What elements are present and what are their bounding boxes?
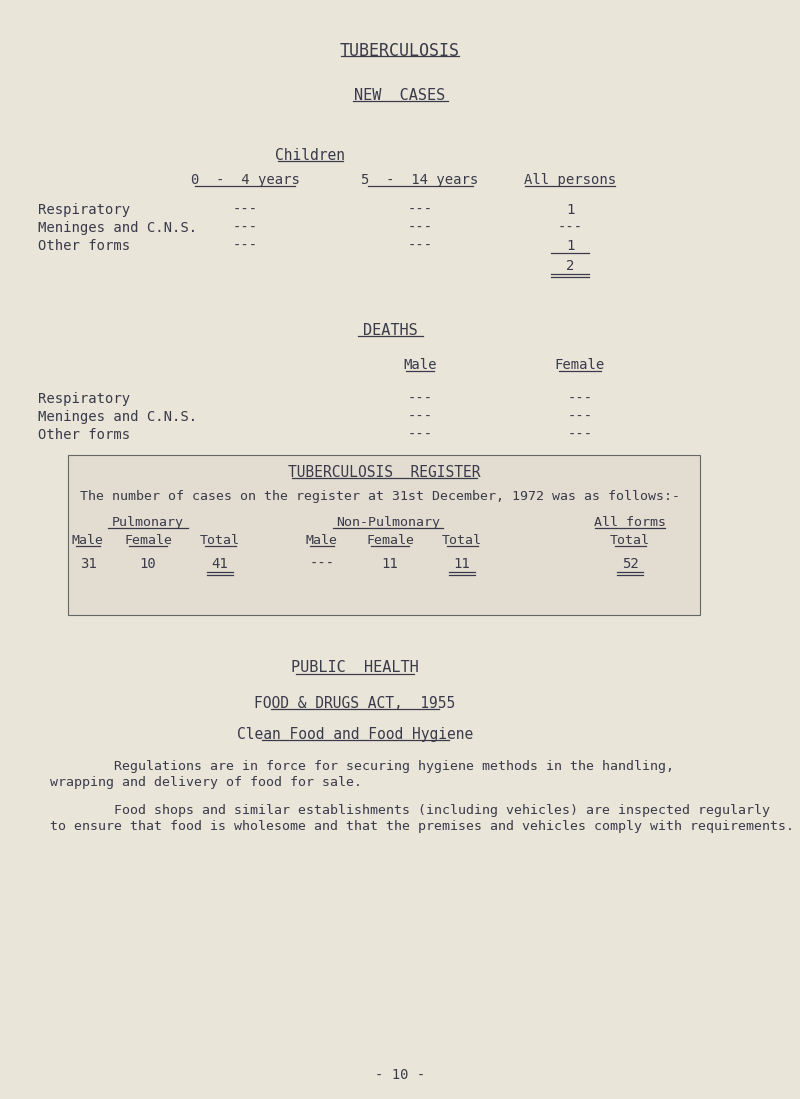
- Text: DEATHS: DEATHS: [362, 323, 418, 338]
- Text: 5  -  14 years: 5 - 14 years: [362, 173, 478, 187]
- Text: Respiratory: Respiratory: [38, 203, 130, 217]
- Text: NEW  CASES: NEW CASES: [354, 88, 446, 103]
- Text: Other forms: Other forms: [38, 238, 130, 253]
- Text: TUBERCULOSIS: TUBERCULOSIS: [340, 42, 460, 60]
- Text: Total: Total: [442, 534, 482, 547]
- Text: ---: ---: [567, 428, 593, 442]
- Text: ---: ---: [567, 392, 593, 406]
- Bar: [68, 455, 700, 615]
- Text: PUBLIC  HEALTH: PUBLIC HEALTH: [291, 660, 419, 675]
- Text: Total: Total: [200, 534, 240, 547]
- Text: All persons: All persons: [524, 173, 616, 187]
- Text: Regulations are in force for securing hygiene methods in the handling,: Regulations are in force for securing hy…: [50, 761, 674, 773]
- Text: Non-Pulmonary: Non-Pulmonary: [336, 517, 440, 529]
- Text: All forms: All forms: [594, 517, 666, 529]
- Text: ---: ---: [310, 557, 334, 571]
- Text: Other forms: Other forms: [38, 428, 130, 442]
- Text: wrapping and delivery of food for sale.: wrapping and delivery of food for sale.: [50, 776, 362, 789]
- Text: ---: ---: [407, 392, 433, 406]
- Text: Food shops and similar establishments (including vehicles) are inspected regular: Food shops and similar establishments (i…: [50, 804, 770, 817]
- Text: ---: ---: [407, 221, 433, 235]
- Text: TUBERCULOSIS  REGISTER: TUBERCULOSIS REGISTER: [288, 465, 480, 480]
- Text: Respiratory: Respiratory: [38, 392, 130, 406]
- Text: Meninges and C.N.S.: Meninges and C.N.S.: [38, 410, 197, 424]
- Text: Female: Female: [366, 534, 414, 547]
- Text: Female: Female: [124, 534, 172, 547]
- Text: 31: 31: [80, 557, 96, 571]
- Text: Female: Female: [555, 358, 605, 371]
- Text: Total: Total: [610, 534, 650, 547]
- Text: Clean Food and Food Hygiene: Clean Food and Food Hygiene: [237, 728, 473, 742]
- Text: ---: ---: [407, 410, 433, 424]
- Text: ---: ---: [558, 221, 582, 235]
- Text: 52: 52: [622, 557, 638, 571]
- Text: 41: 41: [212, 557, 228, 571]
- Text: 2: 2: [566, 259, 574, 273]
- Text: 1: 1: [566, 203, 574, 217]
- Text: ---: ---: [407, 428, 433, 442]
- Text: 10: 10: [140, 557, 156, 571]
- Text: to ensure that food is wholesome and that the premises and vehicles comply with : to ensure that food is wholesome and tha…: [50, 820, 794, 833]
- Text: Pulmonary: Pulmonary: [112, 517, 184, 529]
- Text: 11: 11: [382, 557, 398, 571]
- Text: Male: Male: [72, 534, 104, 547]
- Text: 11: 11: [454, 557, 470, 571]
- Text: ---: ---: [233, 221, 258, 235]
- Text: Children: Children: [275, 148, 345, 163]
- Text: ---: ---: [407, 203, 433, 217]
- Text: ---: ---: [407, 238, 433, 253]
- Text: The number of cases on the register at 31st December, 1972 was as follows:-: The number of cases on the register at 3…: [80, 490, 680, 503]
- Text: 1: 1: [566, 238, 574, 253]
- Text: Meninges and C.N.S.: Meninges and C.N.S.: [38, 221, 197, 235]
- Text: 0  -  4 years: 0 - 4 years: [190, 173, 299, 187]
- Text: Male: Male: [306, 534, 338, 547]
- Text: - 10 -: - 10 -: [375, 1068, 425, 1083]
- Text: ---: ---: [233, 238, 258, 253]
- Text: ---: ---: [567, 410, 593, 424]
- Text: FOOD & DRUGS ACT,  1955: FOOD & DRUGS ACT, 1955: [254, 696, 456, 711]
- Text: ---: ---: [233, 203, 258, 217]
- Text: Male: Male: [403, 358, 437, 371]
